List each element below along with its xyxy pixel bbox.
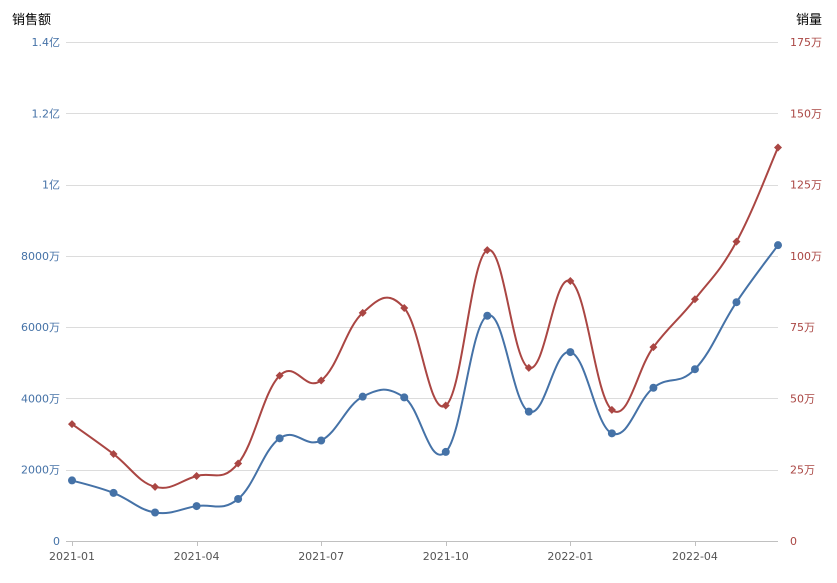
right-tick-label: 150万	[790, 107, 822, 120]
sales-amount-point	[566, 348, 575, 357]
sales-volume-point	[68, 420, 76, 429]
sales-volume-point	[275, 371, 284, 380]
right-tick-label: 50万	[790, 392, 815, 405]
left-axis-title: 销售额	[12, 13, 52, 28]
sales-amount-point	[151, 508, 160, 517]
right-tick-label: 25万	[790, 464, 815, 477]
left-tick-label: 4000万	[21, 392, 60, 405]
sales-volume-point	[317, 376, 326, 385]
sales-amount-point	[358, 392, 367, 401]
left-tick-label: 2000万	[21, 464, 60, 477]
right-tick-label: 100万	[790, 250, 822, 263]
sales-volume-point	[400, 304, 409, 313]
sales-amount-point	[192, 502, 201, 511]
sales-amount-point	[774, 241, 782, 250]
sales-amount-point	[732, 298, 741, 307]
left-tick-label: 1亿	[42, 179, 60, 192]
sales-volume-point	[234, 459, 243, 468]
sales-volume-point	[649, 343, 658, 352]
sales-volume-point	[732, 237, 741, 246]
sales-amount-point	[317, 436, 326, 445]
sales-amount-point	[607, 429, 616, 438]
sales-amount-point	[275, 434, 284, 443]
sales-volume-point	[109, 450, 118, 459]
x-tick-label: 2021-04	[174, 550, 220, 563]
sales-amount-point	[400, 393, 409, 402]
sales-amount-series-line	[71, 244, 779, 515]
sales-volume-point	[607, 405, 616, 414]
x-tick-label: 2021-01	[49, 550, 95, 563]
right-axis-title: 销量	[795, 13, 822, 28]
left-tick-label: 8000万	[21, 250, 60, 263]
sales-volume-point	[483, 246, 492, 255]
sales-amount-point	[690, 365, 699, 374]
x-tick-label: 2022-04	[672, 550, 718, 563]
sales-volume-point	[774, 143, 782, 152]
sales-amount-point	[109, 488, 118, 497]
sales-volume-point	[192, 471, 201, 480]
sales-amount-point	[68, 476, 76, 485]
right-tick-label: 125万	[790, 179, 822, 192]
sales-volume-point	[566, 276, 575, 285]
left-tick-label: 1.4亿	[32, 36, 61, 49]
sales-amount-point	[483, 311, 492, 320]
sales-amount-point	[234, 494, 243, 503]
sales-volume-point	[358, 308, 367, 317]
right-tick-label: 0	[790, 535, 797, 548]
sales-volume-point	[151, 482, 160, 491]
left-tick-label: 6000万	[21, 321, 60, 334]
x-tick-label: 2021-10	[423, 550, 469, 563]
sales-amount-point	[441, 447, 450, 456]
right-tick-label: 75万	[790, 321, 815, 334]
sales-volume-point	[690, 295, 699, 304]
left-tick-label: 0	[53, 535, 60, 548]
x-tick-label: 2021-07	[298, 550, 344, 563]
sales-amount-point	[649, 383, 658, 392]
left-tick-label: 1.2亿	[32, 107, 61, 120]
sales-volume-point	[441, 401, 450, 410]
sales-volume-point	[524, 363, 533, 372]
right-tick-label: 175万	[790, 36, 822, 49]
sales-amount-point	[524, 407, 533, 416]
x-tick-label: 2022-01	[547, 550, 593, 563]
